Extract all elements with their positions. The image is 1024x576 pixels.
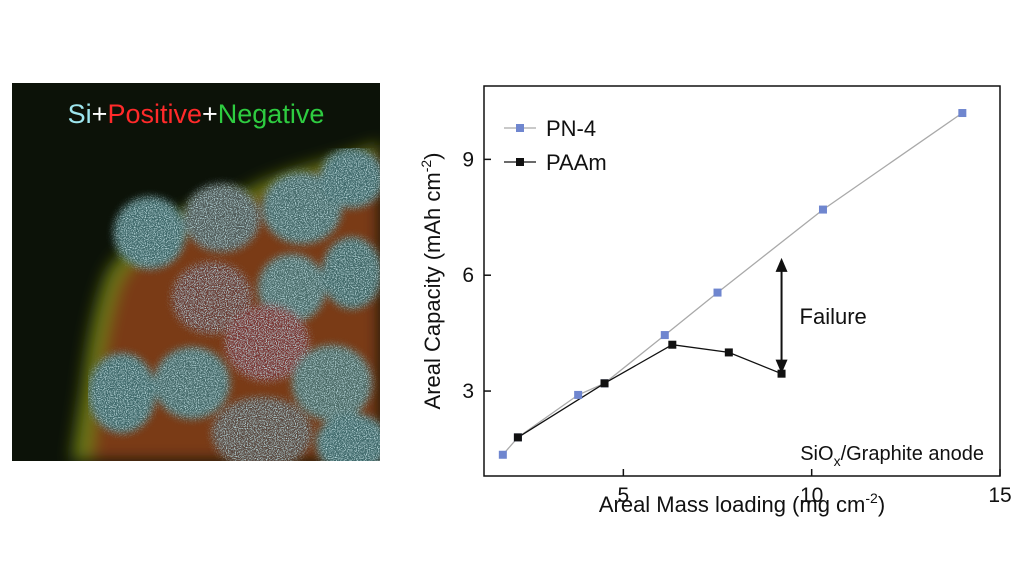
point-pn4-5 (660, 331, 669, 340)
legend-label-pn4: PN-4 (546, 116, 596, 141)
failure-arrowhead-bottom (775, 359, 788, 374)
point-paam-1 (513, 433, 522, 442)
micrograph-label: Si+Positive+Negative (12, 99, 380, 130)
label-plus-1: + (91, 99, 108, 129)
y-axis-label: Areal Capacity (mAh cm-2) (418, 153, 445, 410)
y-tick-label-9: 9 (462, 148, 474, 171)
legend: PN-4 PAAm (504, 116, 607, 175)
x-tick-label-15: 15 (988, 484, 1011, 507)
point-paam-3 (668, 340, 677, 349)
point-pn4-8 (958, 109, 967, 118)
legend-marker-paam (516, 158, 524, 166)
failure-arrowhead-top (775, 257, 788, 272)
label-si: Si (67, 99, 92, 129)
x-tick-label-5: 5 (618, 484, 630, 507)
micrograph-panel: Si+Positive+Negative (12, 83, 380, 461)
plot-frame (483, 85, 1001, 477)
legend-label-paam: PAAm (546, 150, 607, 175)
point-pn4-6 (713, 288, 722, 297)
failure-annotation: Failure (775, 257, 867, 374)
point-paam-5 (777, 369, 786, 378)
label-plus-2: + (201, 99, 218, 129)
point-pn4-7 (818, 205, 827, 214)
micrograph-image (12, 83, 380, 461)
x-tick-label-10: 10 (800, 484, 823, 507)
y-tick-label-6: 6 (462, 264, 474, 287)
point-pn4-1 (498, 450, 507, 459)
point-pn4-3 (574, 390, 583, 399)
point-paam-2 (600, 379, 609, 388)
legend-marker-pn4 (516, 124, 524, 132)
series-line-pn4 (502, 112, 963, 456)
label-negative: Negative (217, 99, 325, 129)
failure-label: Failure (800, 304, 867, 329)
capacity-chart: 5 10 15 3 6 9 Areal Mass loading (mg cm-2) Ar… (418, 85, 1012, 517)
y-tick-label-3: 3 (462, 380, 474, 403)
point-paam-4 (724, 348, 733, 357)
anode-label: SiOx/Graphite anode (800, 443, 984, 469)
series-line-paam (517, 344, 782, 438)
x-axis-label: Areal Mass loading (mg cm-2) (599, 490, 885, 517)
label-positive: Positive (107, 99, 202, 129)
